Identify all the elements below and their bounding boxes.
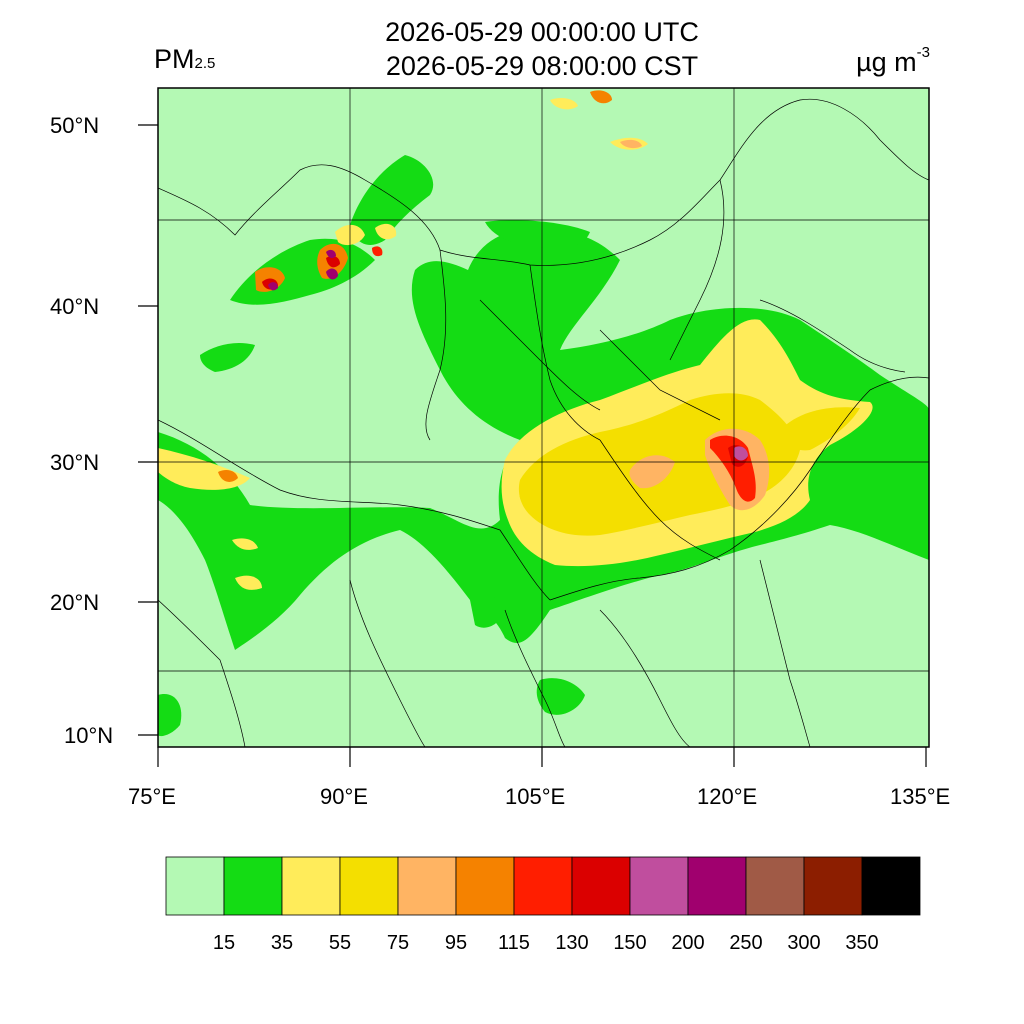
- colorbar-box: [455, 856, 515, 916]
- colorbar-label: 95: [444, 932, 468, 954]
- lat-label-20n: 20°N: [50, 590, 100, 615]
- unit-superscript: -3: [916, 44, 930, 61]
- map-plot: [158, 88, 929, 747]
- lon-ticks: [157, 747, 927, 767]
- graticule: [158, 88, 929, 747]
- map-boundaries: [158, 98, 929, 747]
- lat-label-30n: 30°N: [50, 450, 100, 475]
- colorbar-label: 130: [555, 932, 589, 954]
- colorbar-box: [571, 856, 631, 916]
- lon-label-135e: 135°E: [890, 784, 951, 809]
- colorbar: [165, 856, 921, 916]
- lat-label-50n: 50°N: [50, 113, 100, 138]
- colorbar-box: [861, 856, 921, 916]
- colorbar-box: [803, 856, 863, 916]
- colorbar-box: [513, 856, 573, 916]
- colorbar-box: [281, 856, 341, 916]
- title-utc: 2026-05-29 00:00:00 UTC: [385, 17, 699, 47]
- lat-ticks: [138, 124, 158, 736]
- lon-label-90e: 90°E: [320, 784, 368, 809]
- map-frame: [157, 87, 930, 748]
- colorbar-label: 115: [498, 932, 530, 954]
- variable-main: PM: [154, 44, 195, 74]
- colorbar-box: [397, 856, 457, 916]
- lat-label-10n: 10°N: [64, 723, 114, 748]
- colorbar-label: 75: [386, 932, 410, 954]
- colorbar-label: 350: [845, 932, 879, 954]
- unit-main: µg m: [856, 47, 917, 77]
- colorbar-label: 15: [212, 932, 236, 954]
- lon-label-75e: 75°E: [128, 784, 176, 809]
- colorbar-box: [339, 856, 399, 916]
- colorbar-label: 200: [671, 932, 705, 954]
- colorbar-label: 55: [328, 932, 352, 954]
- lon-label-105e: 105°E: [505, 784, 566, 809]
- variable-label: PM2.5: [154, 44, 215, 75]
- colorbar-box: [165, 856, 225, 916]
- colorbar-box: [223, 856, 283, 916]
- colorbar-label: 300: [787, 932, 821, 954]
- title-cst: 2026-05-29 08:00:00 CST: [385, 51, 699, 81]
- colorbar-box: [745, 856, 805, 916]
- colorbar-box: [687, 856, 747, 916]
- lon-label-120e: 120°E: [697, 784, 758, 809]
- colorbar-box: [629, 856, 689, 916]
- pm25-magenta-band: [268, 249, 748, 461]
- colorbar-label: 150: [613, 932, 647, 954]
- variable-subscript: 2.5: [194, 55, 216, 72]
- lat-label-40n: 40°N: [50, 294, 100, 319]
- unit-label: µg m-3: [856, 44, 930, 78]
- colorbar-label: 250: [729, 932, 763, 954]
- colorbar-label: 35: [270, 932, 294, 954]
